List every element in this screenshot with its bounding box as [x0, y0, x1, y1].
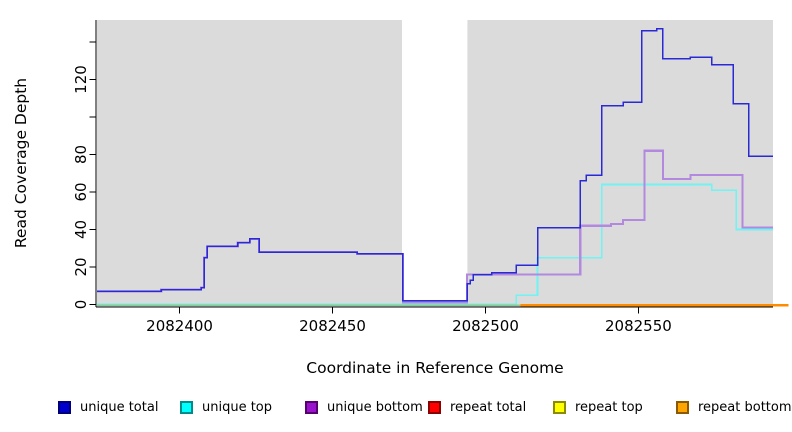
legend-item-repeat-top: repeat top [553, 401, 643, 414]
x-tick-label: 2082500 [452, 317, 519, 335]
legend-label: unique bottom [327, 400, 423, 415]
y-tick-label: 20 [72, 257, 90, 276]
legend-swatch-repeat-total [428, 401, 441, 414]
legend-swatch-unique-top [180, 401, 193, 414]
x-tick-label: 2082450 [299, 317, 366, 335]
x-axis-title: Coordinate in Reference Genome [306, 359, 563, 377]
legend-swatch-unique-total [58, 401, 71, 414]
legend-item-unique-top: unique top [180, 401, 272, 414]
y-tick-label: 60 [72, 182, 90, 201]
y-tick-label: 120 [72, 65, 90, 94]
y-axis-title: Read Coverage Depth [12, 78, 30, 248]
x-tick-label: 2082550 [605, 317, 672, 335]
legend-label: repeat total [450, 400, 527, 415]
legend-label: repeat bottom [698, 400, 792, 415]
legend-item-unique-total: unique total [58, 401, 158, 414]
legend-swatch-unique-bottom [305, 401, 318, 414]
series-unique-top [97, 183, 773, 306]
x-tick-label: 2082400 [146, 317, 213, 335]
legend-item-repeat-total: repeat total [428, 401, 526, 414]
legend: unique total unique top unique bottom repea… [0, 385, 792, 432]
gap-band [401, 17, 468, 306]
series-unique-total [97, 28, 773, 302]
legend-item-unique-bottom: unique bottom [305, 401, 423, 414]
legend-label: repeat top [575, 400, 643, 415]
plot-layers: 0 20 40 60 80 120 2082400 2082450 2082500 2082550 [72, 17, 789, 335]
y-tick-label: 0 [72, 300, 90, 310]
coverage-chart: 0 20 40 60 80 120 2082400 2082450 2082500 2082550… [12, 17, 789, 377]
legend-swatch-repeat-bottom [676, 401, 689, 414]
y-tick-label: 40 [72, 220, 90, 239]
legend-swatch-repeat-top [553, 401, 566, 414]
legend-label: unique top [202, 400, 273, 415]
y-tick-label: 80 [72, 145, 90, 164]
legend-item-repeat-bottom: repeat bottom [676, 401, 792, 414]
legend-label: unique total [80, 400, 159, 415]
